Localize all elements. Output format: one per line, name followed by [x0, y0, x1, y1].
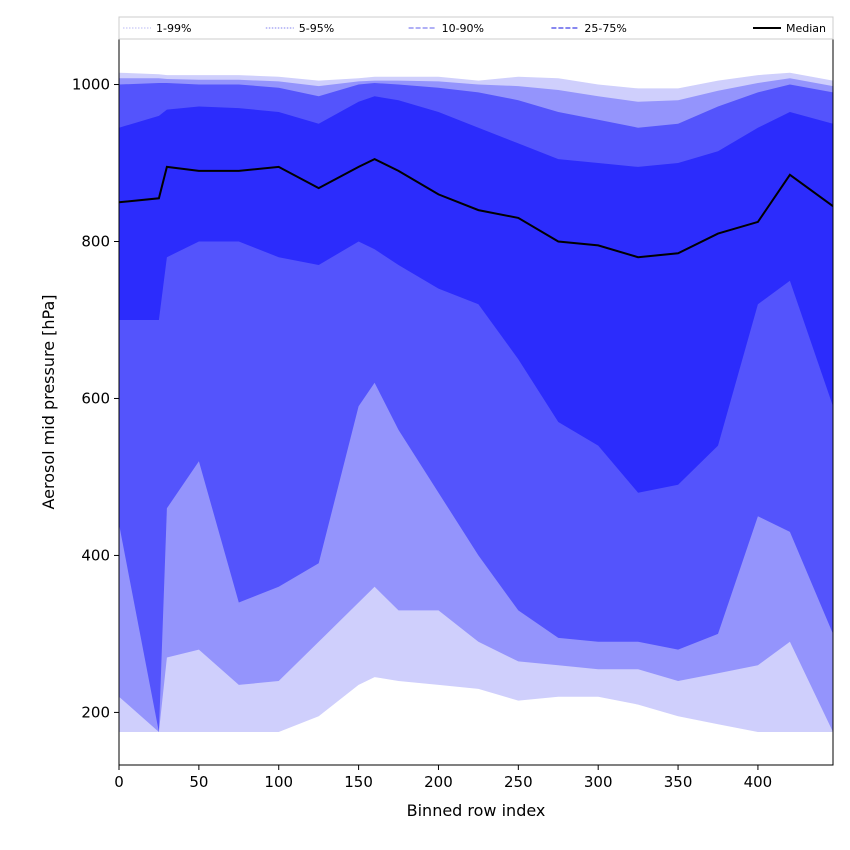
- x-tick-label: 150: [344, 773, 373, 791]
- legend-label: Median: [786, 22, 826, 35]
- y-tick: 1000: [72, 76, 119, 94]
- x-tick-label: 250: [504, 773, 533, 791]
- x-tick-label: 200: [424, 773, 453, 791]
- x-tick-label: 100: [264, 773, 293, 791]
- x-tick: 300: [584, 765, 613, 791]
- x-axis-ticks: 0 50 100 150 200 250 300 350 400: [114, 765, 772, 791]
- x-tick-label: 350: [664, 773, 693, 791]
- legend-entry: Median: [753, 22, 826, 35]
- legend-box: [118, 16, 834, 40]
- legend-entry: 10-90%: [408, 22, 484, 35]
- x-tick: 50: [189, 765, 208, 791]
- x-tick: 100: [264, 765, 293, 791]
- legend-label: 1-99%: [156, 22, 191, 35]
- x-tick: 400: [744, 765, 773, 791]
- x-tick: 150: [344, 765, 373, 791]
- legend-label: 25-75%: [584, 22, 626, 35]
- legend-entry: 25-75%: [551, 22, 627, 35]
- y-axis-ticks: 200 400 600 800 1000: [72, 76, 119, 721]
- legend-label: 10-90%: [442, 22, 484, 35]
- legend-label: 5-95%: [299, 22, 334, 35]
- y-tick: 400: [81, 546, 119, 564]
- x-tick-label: 50: [189, 773, 208, 791]
- median-layer: [118, 157, 834, 259]
- y-axis-label: Aerosol mid pressure [hPa]: [39, 294, 58, 509]
- y-tick: 600: [81, 389, 119, 407]
- x-tick-label: 0: [114, 773, 124, 791]
- band-25-75pct: [119, 96, 833, 493]
- legend: 1-99% 5-95% 10-90% 25-75% Median: [118, 16, 834, 40]
- x-tick: 200: [424, 765, 453, 791]
- y-tick-label: 600: [81, 389, 110, 407]
- x-tick: 250: [504, 765, 533, 791]
- y-tick-label: 1000: [72, 76, 110, 94]
- x-tick-label: 400: [744, 773, 773, 791]
- x-tick: 0: [114, 765, 124, 791]
- y-tick: 800: [81, 232, 119, 250]
- y-tick: 200: [81, 703, 119, 721]
- legend-entry: 1-99%: [123, 22, 191, 35]
- x-tick: 350: [664, 765, 693, 791]
- x-axis-label: Binned row index: [407, 801, 546, 820]
- legend-entry: 5-95%: [265, 22, 334, 35]
- y-tick-label: 200: [81, 703, 110, 721]
- y-tick-label: 400: [81, 546, 110, 564]
- bands-layer: [119, 72, 833, 732]
- median-line: [118, 157, 834, 259]
- y-tick-label: 800: [81, 232, 110, 250]
- x-tick-label: 300: [584, 773, 613, 791]
